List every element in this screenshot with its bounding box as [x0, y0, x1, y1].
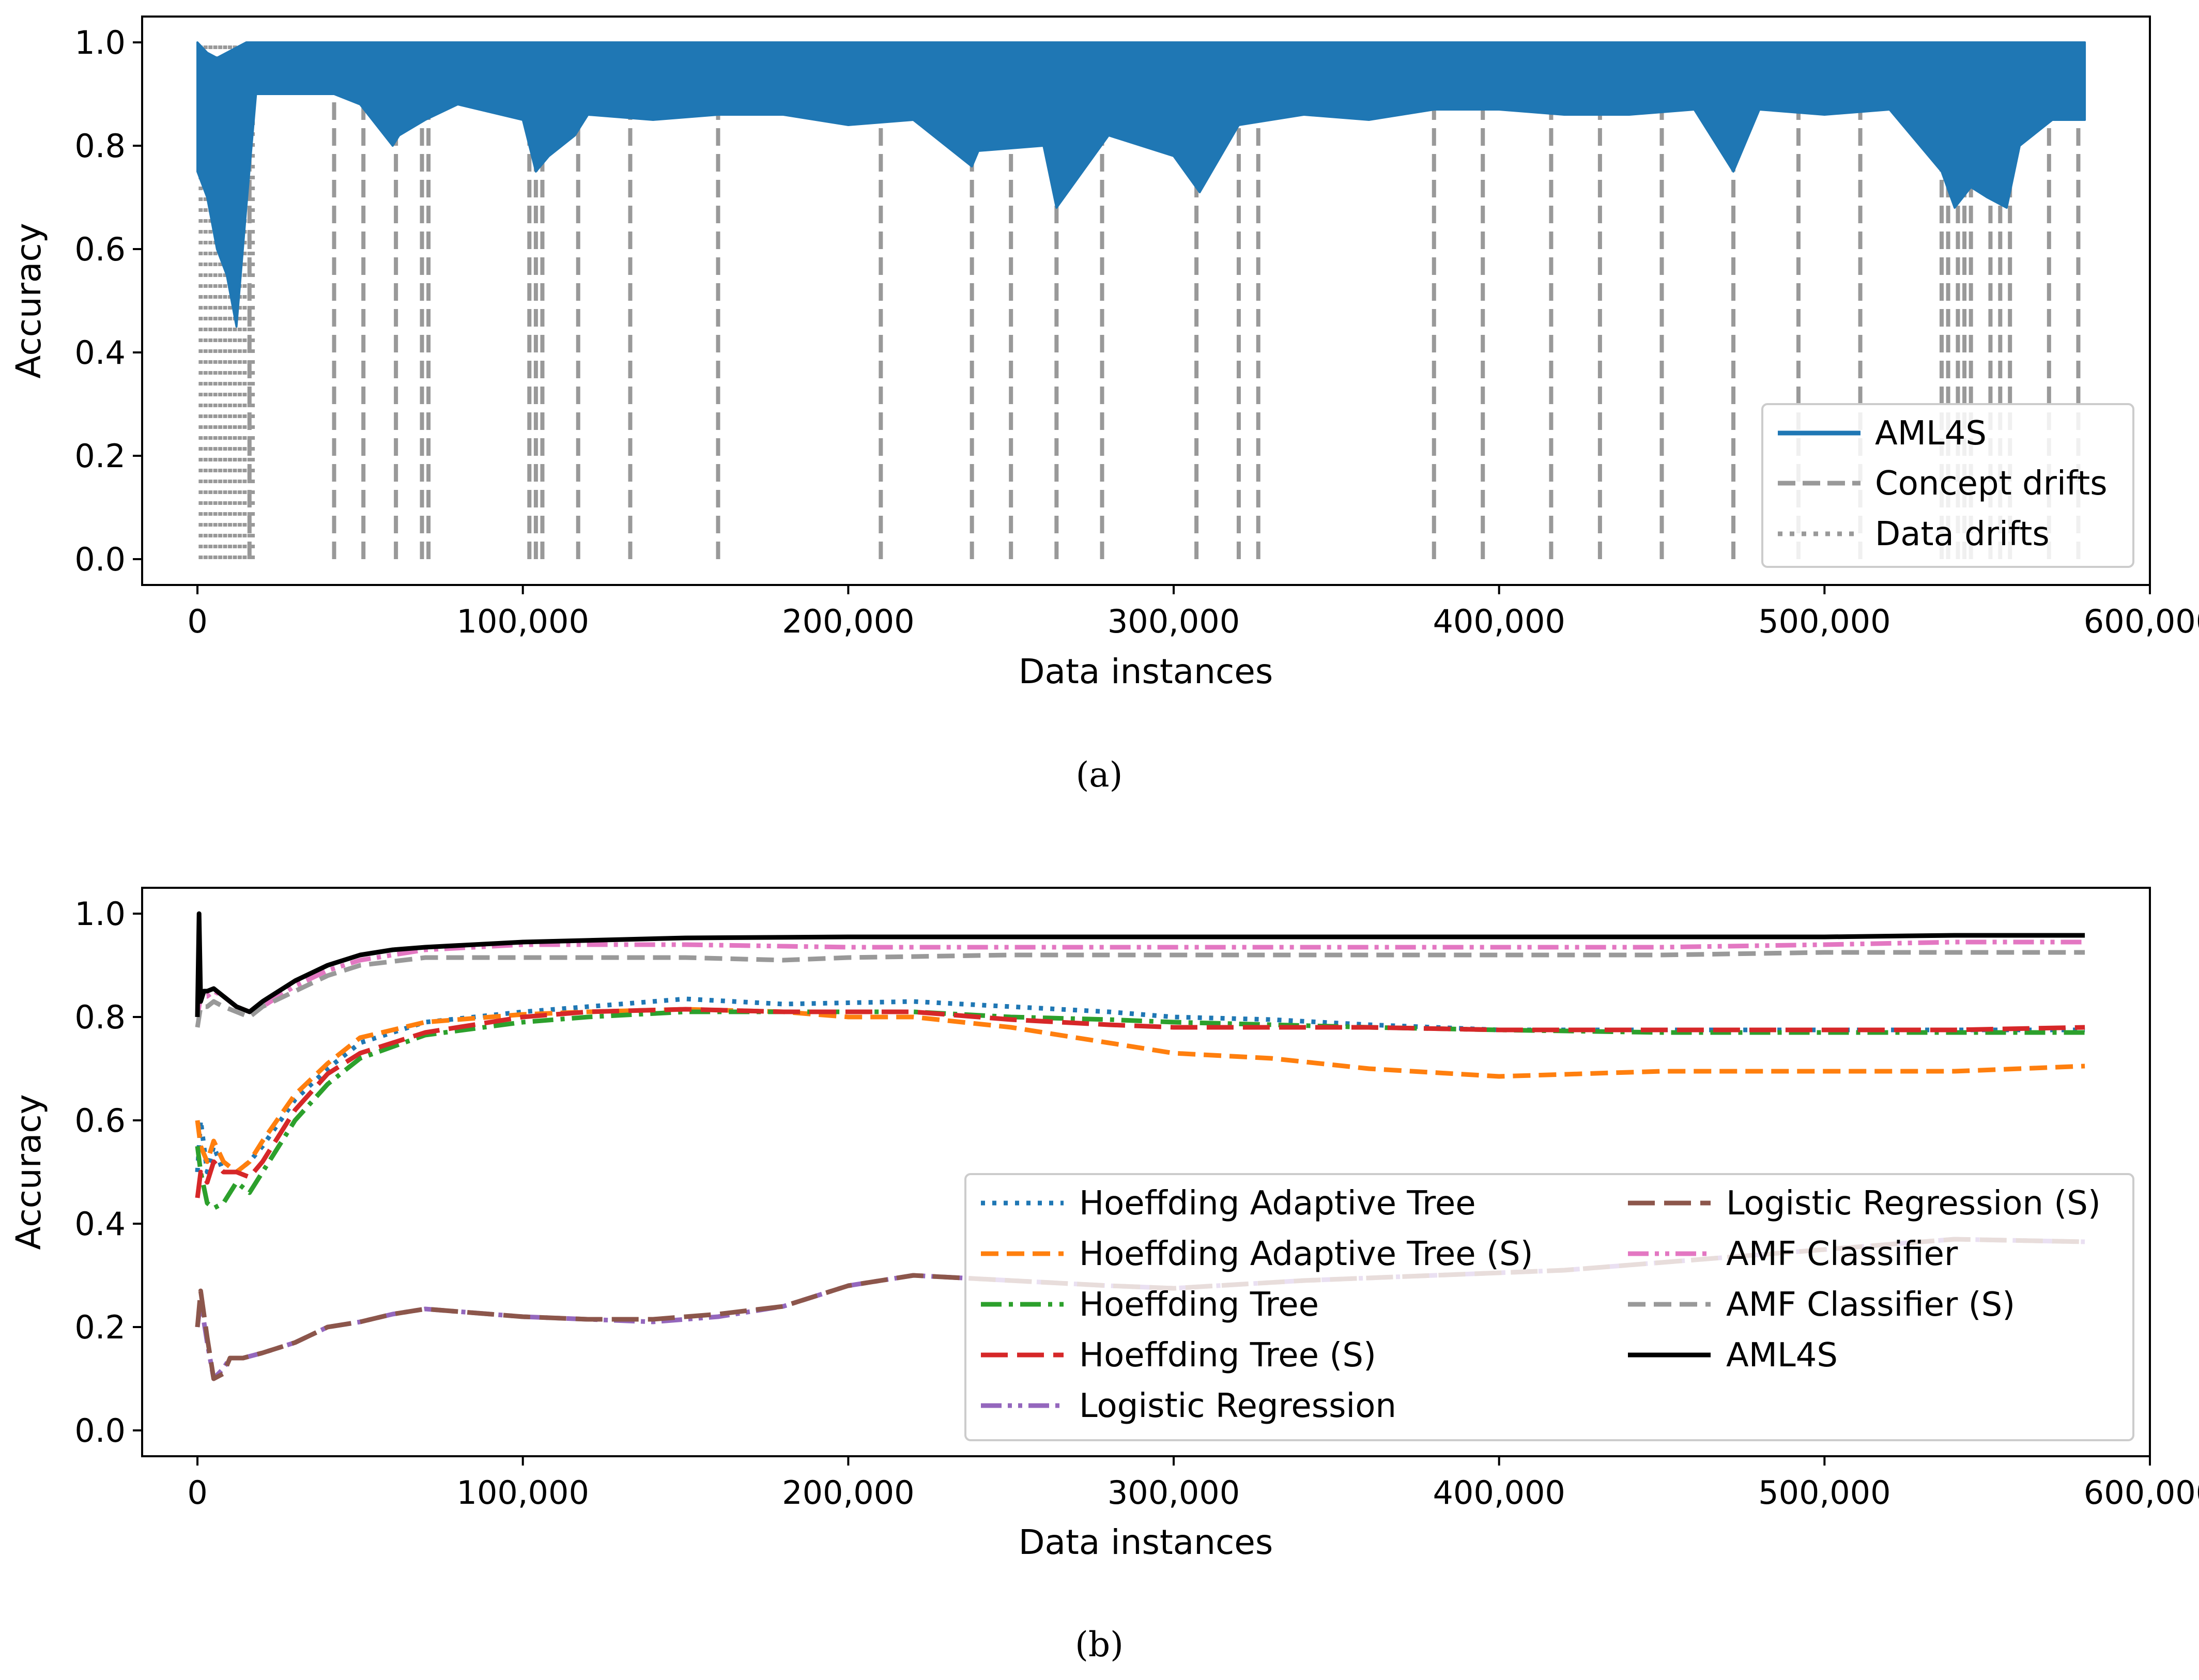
- legend: AML4S Concept drifts Data drifts: [1761, 403, 2134, 568]
- legend-label-hoeffding-tree-s: Hoeffding Tree (S): [1079, 1336, 1376, 1375]
- y-axis: 0.0 0.2 0.4 0.6 0.8 1.0: [74, 24, 142, 578]
- y-axis-title: Accuracy: [9, 1094, 49, 1250]
- y-tick-label: 0.2: [74, 437, 126, 475]
- legend-label-amf-classifier: AMF Classifier: [1726, 1235, 1958, 1273]
- chart-panel-a: 0.0 0.2 0.4 0.6 0.8 1.0 0 100,000 200,000 300,00…: [9, 16, 2199, 795]
- legend-label-aml4s: AML4S: [1726, 1336, 1838, 1375]
- x-tick-label: 100,000: [457, 1474, 589, 1512]
- legend-label-logistic-regression-s: Logistic Regression (S): [1726, 1184, 2101, 1223]
- x-tick-label: 300,000: [1108, 1474, 1240, 1512]
- x-axis-title: Data instances: [1019, 652, 1273, 691]
- x-axis: 0 100,000 200,000 300,000 400,000 500,000 600,…: [187, 1456, 2199, 1512]
- y-tick-label: 1.0: [74, 895, 126, 933]
- x-axis: 0 100,000 200,000 300,000 400,000 500,000 600,…: [187, 585, 2199, 640]
- chart-panel-b: 0.0 0.2 0.4 0.6 0.8 1.0 0 100,000 200,000 300,00…: [9, 887, 2199, 1664]
- x-tick-label: 600,000: [2084, 603, 2199, 640]
- x-tick-label: 400,000: [1433, 1474, 1565, 1512]
- x-tick-label: 200,000: [782, 603, 914, 640]
- legend-label-data-drifts: Data drifts: [1875, 515, 2050, 553]
- y-tick-label: 0.0: [74, 541, 126, 578]
- x-tick-label: 600,000: [2084, 1474, 2199, 1512]
- x-tick-label: 500,000: [1758, 603, 1890, 640]
- y-axis-title: Accuracy: [9, 223, 49, 378]
- series-line-amf-classifier-s: [195, 950, 2085, 1028]
- y-tick-label: 0.0: [74, 1412, 126, 1450]
- x-tick-label: 0: [187, 603, 207, 640]
- legend: Hoeffding Adaptive Tree Hoeffding Adaptiv…: [964, 1173, 2134, 1441]
- plot-frame: [141, 887, 2151, 1457]
- y-tick-label: 1.0: [74, 24, 126, 61]
- x-tick-label: 200,000: [782, 1474, 914, 1512]
- x-tick-label: 0: [187, 1474, 207, 1512]
- legend-label-logistic-regression: Logistic Regression: [1079, 1387, 1396, 1425]
- aml4s-accuracy-band: [196, 41, 2086, 328]
- y-tick-label: 0.6: [74, 230, 126, 268]
- y-tick-label: 0.8: [74, 998, 126, 1036]
- legend-label-amf-classifier-s: AMF Classifier (S): [1726, 1286, 2015, 1324]
- legend-label-hoeffding-adaptive-tree: Hoeffding Adaptive Tree: [1079, 1184, 1476, 1223]
- series-line-logistic-regression-s: [195, 1237, 2085, 1381]
- series-line-hoeffding-tree-s: [195, 1007, 2085, 1198]
- accuracy-series: [196, 41, 2086, 328]
- x-tick-label: 500,000: [1758, 1474, 1890, 1512]
- caption-a: (a): [1076, 755, 1123, 795]
- x-axis-title: Data instances: [1019, 1522, 1273, 1562]
- legend-label-hoeffding-tree: Hoeffding Tree: [1079, 1286, 1319, 1324]
- legend-label-aml4s: AML4S: [1875, 414, 1987, 453]
- plot-frame: [141, 16, 2151, 586]
- x-tick-label: 400,000: [1433, 603, 1565, 640]
- series-line-amf-classifier: [195, 939, 2085, 1018]
- x-tick-label: 300,000: [1108, 603, 1240, 640]
- series-line-aml4s: [195, 911, 2085, 1018]
- legend-label-concept-drifts: Concept drifts: [1875, 465, 2108, 503]
- y-tick-label: 0.4: [74, 1205, 126, 1243]
- y-tick-label: 0.8: [74, 127, 126, 165]
- y-tick-label: 0.6: [74, 1102, 126, 1139]
- y-tick-label: 0.2: [74, 1308, 126, 1346]
- legend-label-hoeffding-adaptive-tree-s: Hoeffding Adaptive Tree (S): [1079, 1235, 1533, 1273]
- series-line-hoeffding-tree: [195, 1009, 2085, 1211]
- x-tick-label: 100,000: [457, 603, 589, 640]
- y-axis: 0.0 0.2 0.4 0.6 0.8 1.0: [74, 895, 142, 1450]
- y-tick-label: 0.4: [74, 334, 126, 372]
- caption-b: (b): [1075, 1625, 1124, 1664]
